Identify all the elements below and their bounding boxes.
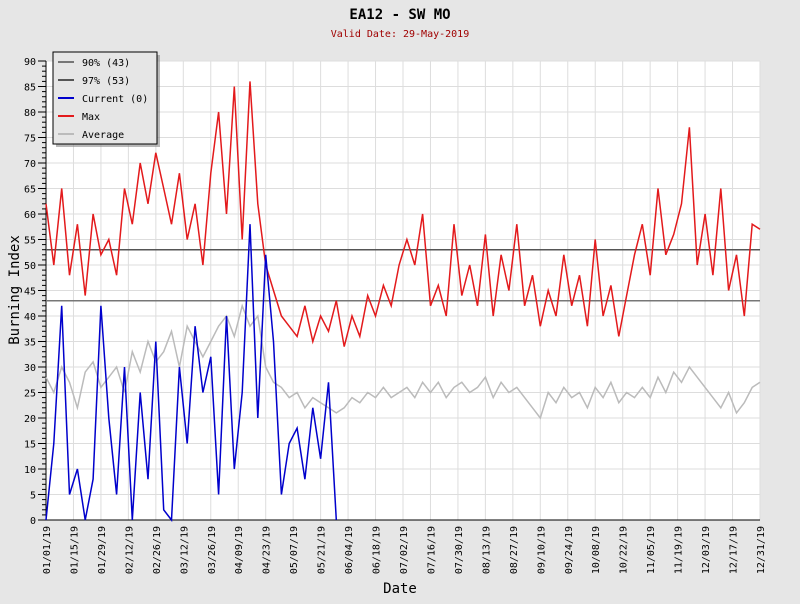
x-tick-label: 11/19/19 [674,526,685,574]
y-tick-label: 40 [24,312,36,323]
series-line-max [45,81,761,347]
legend: 90% (43) 97% (53) Current (0) Max Average [52,51,160,147]
x-tick-label: 01/15/19 [69,526,80,574]
y-tick-label: 35 [24,338,36,349]
x-tick-label: 04/09/19 [234,526,245,574]
x-tick-label: 01/29/19 [97,526,108,574]
y-tick-label: 0 [30,516,36,527]
x-tick-label: 06/04/19 [344,526,355,574]
legend-label: Max [82,112,100,123]
legend-label: 90% (43) [82,58,130,69]
x-tick-label: 08/27/19 [509,526,520,574]
y-axis: 0 5 10 15 20 25 30 35 40 45 50 55 60 65 70 75 80 85 90 [24,57,47,527]
x-tick-label: 03/12/19 [179,526,190,574]
x-tick-label: 09/10/19 [536,526,547,574]
y-axis-label: Burning Index [7,235,23,345]
y-tick-label: 25 [24,389,36,400]
y-tick-label: 30 [24,363,36,374]
y-tick-label: 85 [24,83,36,94]
x-tick-label: 07/30/19 [454,526,465,574]
y-tick-label: 20 [24,414,36,425]
x-axis-label: Date [383,581,417,597]
x-tick-label: 06/18/19 [372,526,383,574]
legend-label: Average [82,130,124,141]
x-tick-label: 05/21/19 [317,526,328,574]
y-tick-label: 5 [30,491,36,502]
y-tick-label: 55 [24,236,36,247]
chart-title: EA12 - SW MO [349,7,450,23]
y-tick-label: 50 [24,261,36,272]
x-tick-label: 02/26/19 [152,526,163,574]
x-tick-label: 04/23/19 [262,526,273,574]
legend-label: Current (0) [82,94,148,105]
y-tick-label: 60 [24,210,36,221]
y-tick-label: 10 [24,465,36,476]
x-tick-label: 03/26/19 [207,526,218,574]
x-tick-label: 08/13/19 [481,526,492,574]
x-tick-label: 12/31/19 [756,526,767,574]
x-tick-label: 12/17/19 [729,526,740,574]
x-tick-label: 10/22/19 [619,526,630,574]
y-tick-label: 45 [24,287,36,298]
x-tick-label: 01/01/19 [42,526,53,574]
x-tick-label: 07/02/19 [399,526,410,574]
x-tick-label: 11/05/19 [646,526,657,574]
chart-subtitle: Valid Date: 29-May-2019 [331,29,469,40]
y-tick-label: 65 [24,185,36,196]
y-tick-label: 75 [24,134,36,145]
x-tick-label: 12/03/19 [701,526,712,574]
x-tick-label: 10/08/19 [591,526,602,574]
series-line-current [45,224,338,523]
legend-label: 97% (53) [82,76,130,87]
y-tick-label: 15 [24,440,36,451]
x-tick-label: 09/24/19 [564,526,575,574]
series-lines [45,81,761,523]
x-tick-label: 05/07/19 [289,526,300,574]
x-tick-label: 02/12/19 [124,526,135,574]
x-axis: 01/01/19 01/15/19 01/29/19 02/12/19 02/26/19… [42,519,767,574]
x-tick-label: 07/16/19 [426,526,437,574]
y-tick-label: 70 [24,159,36,170]
y-tick-label: 90 [24,57,36,68]
series-line-average [45,303,761,420]
y-tick-label: 80 [24,108,36,119]
